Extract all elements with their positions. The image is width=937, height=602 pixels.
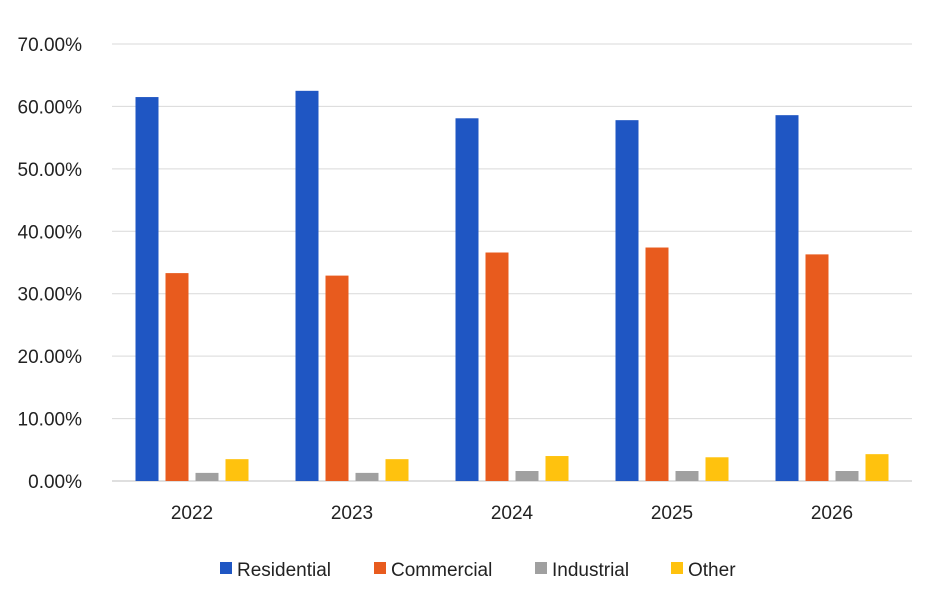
bar-commercial-2023 — [325, 275, 349, 481]
legend-swatch-other — [671, 562, 683, 574]
bar-residential-2022 — [135, 97, 159, 482]
y-tick-label: 0.00% — [28, 472, 82, 493]
bar-other-2024 — [545, 456, 569, 481]
y-tick-label: 60.00% — [18, 97, 83, 118]
bar-industrial-2026 — [835, 471, 859, 481]
bar-residential-2025 — [615, 120, 639, 482]
bar-commercial-2024 — [485, 252, 509, 481]
bars — [135, 90, 889, 482]
x-tick-label: 2024 — [491, 503, 534, 524]
y-tick-label: 10.00% — [18, 410, 83, 431]
x-axis-ticks: 2022 2023 2024 2025 2026 — [171, 503, 853, 524]
bar-industrial-2022 — [195, 472, 219, 481]
legend-swatch-industrial — [535, 562, 547, 574]
x-tick-label: 2025 — [651, 503, 693, 524]
legend: Residential Commercial Industrial Other — [220, 560, 736, 581]
bar-other-2025 — [705, 457, 729, 481]
bar-residential-2024 — [455, 118, 479, 481]
legend-swatch-residential — [220, 562, 232, 574]
bar-residential-2023 — [295, 90, 319, 482]
y-axis-ticks: 0.00% 10.00% 20.00% 30.00% 40.00% 50.00% 60.00… — [18, 35, 83, 493]
x-tick-label: 2026 — [811, 503, 853, 524]
gridlines — [112, 43, 912, 482]
bar-commercial-2025 — [645, 247, 669, 481]
y-tick-label: 40.00% — [18, 222, 83, 243]
bar-industrial-2024 — [515, 471, 539, 481]
y-tick-label: 20.00% — [18, 347, 83, 368]
bar-other-2026 — [865, 454, 889, 481]
y-tick-label: 50.00% — [18, 160, 83, 181]
y-tick-label: 30.00% — [18, 285, 83, 306]
bar-other-2023 — [385, 459, 409, 481]
legend-label-residential: Residential — [237, 560, 331, 581]
bar-industrial-2025 — [675, 471, 699, 481]
bar-commercial-2026 — [805, 254, 829, 481]
x-tick-label: 2023 — [331, 503, 373, 524]
y-tick-label: 70.00% — [18, 35, 83, 56]
legend-label-commercial: Commercial — [391, 560, 492, 581]
bar-other-2022 — [225, 459, 249, 481]
legend-label-industrial: Industrial — [552, 560, 629, 581]
legend-swatch-commercial — [374, 562, 386, 574]
x-tick-label: 2022 — [171, 503, 213, 524]
bar-commercial-2022 — [165, 273, 189, 481]
bar-industrial-2023 — [355, 472, 379, 481]
bar-residential-2026 — [775, 115, 799, 481]
legend-label-other: Other — [688, 560, 736, 581]
